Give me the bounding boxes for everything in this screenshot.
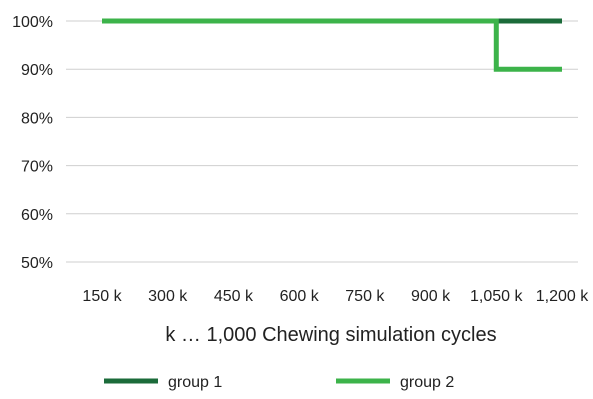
x-tick-label: 900 k xyxy=(411,288,451,305)
legend-label-group-1: group 1 xyxy=(168,374,222,391)
x-tick-label: 750 k xyxy=(345,288,385,305)
y-tick-label: 50% xyxy=(21,255,53,272)
legend-label-group-2: group 2 xyxy=(400,374,454,391)
x-tick-label: 300 k xyxy=(148,288,188,305)
x-tick-label: 150 k xyxy=(82,288,122,305)
series-lines xyxy=(102,18,562,72)
x-tick-label: 600 k xyxy=(280,288,320,305)
series-line-group-2 xyxy=(102,18,562,72)
y-tick-label: 100% xyxy=(12,14,53,31)
x-axis-title: k … 1,000 Chewing simulation cycles xyxy=(165,324,496,346)
gridlines xyxy=(66,20,578,263)
legend: group 1 group 2 xyxy=(104,374,454,391)
y-axis-tick-labels: 50% 60% 70% 80% 90% 100% xyxy=(12,14,53,272)
y-tick-label: 70% xyxy=(21,159,53,176)
x-tick-label: 1,200 k xyxy=(536,288,589,305)
x-tick-label: 450 k xyxy=(214,288,254,305)
y-tick-label: 60% xyxy=(21,207,53,224)
y-tick-label: 80% xyxy=(21,110,53,127)
y-tick-label: 90% xyxy=(21,62,53,79)
x-axis-tick-labels: 150 k 300 k 450 k 600 k 750 k 900 k 1,050 k 1,2… xyxy=(82,288,589,305)
x-tick-label: 1,050 k xyxy=(470,288,523,305)
